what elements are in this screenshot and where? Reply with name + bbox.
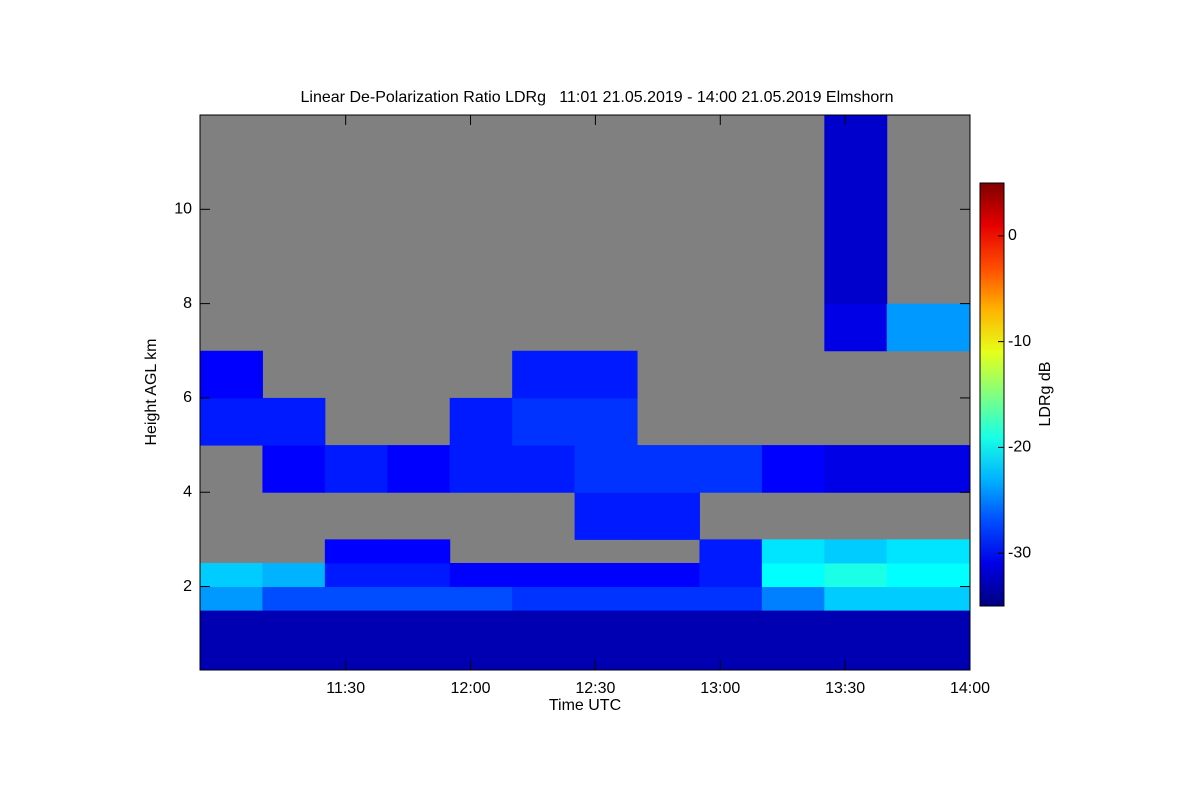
heatmap-cell [200,397,263,446]
plot-frame [199,114,971,671]
heatmap-cell [574,586,638,611]
colorbar-label: LDRg dB [1037,362,1054,427]
heatmap-cell [324,562,388,588]
heatmap-cell [574,562,638,588]
heatmap-cell [699,445,763,493]
heatmap-cell [324,610,388,671]
heatmap-cell [824,610,888,671]
heatmap-cell [699,539,763,564]
heatmap-cell [761,562,825,588]
heatmap-cell [824,539,888,564]
heatmap-cell [324,539,388,564]
heatmap-cell [637,445,700,493]
x-tick-label: 13:30 [825,680,865,697]
heatmap-cell [387,445,451,493]
heatmap-cell [200,350,263,399]
y-axis-label: Height AGL km [143,338,160,445]
colorbar-tick-label: -30 [1008,544,1031,561]
heatmap-cell [512,350,576,399]
heatmap-cell [824,115,888,305]
heatmap-cell [200,562,263,588]
heatmap-cell [886,562,971,588]
heatmap-cell [574,610,638,671]
y-tick-label: 4 [183,483,192,500]
heatmap-cell [512,586,576,611]
heatmap-cell [512,610,576,671]
heatmap-cell [324,586,388,611]
y-tick-label: 8 [183,295,192,312]
heatmap-cell [886,610,971,671]
x-tick-label: 11:30 [326,680,365,697]
x-tick-label: 12:00 [451,680,491,697]
heatmap-cell [637,586,700,611]
x-tick-label: 12:30 [575,680,615,697]
heatmap-cell [824,445,888,493]
heatmap-cell [824,303,888,352]
chart-title: Linear De-Polarization Ratio LDRg 11:01 … [301,89,894,106]
heatmap-cell [324,445,388,493]
heatmap-cell [449,586,513,611]
x-tick-label: 14:00 [950,680,990,697]
y-tick-label: 2 [183,578,192,595]
heatmap-cell [512,397,576,446]
heatmap-cell [262,610,326,671]
heatmap-cell [449,610,513,671]
heatmap-cell [262,562,326,588]
heatmap-cell [637,562,700,588]
heatmap-cell [262,397,326,446]
x-axis-label: Time UTC [549,697,621,714]
heatmap-cell [699,586,763,611]
heatmap-cell [200,610,263,671]
heatmap-cell [637,610,700,671]
heatmap-cell [637,492,700,540]
heatmap-cell [387,562,451,588]
heatmap-cell [824,562,888,588]
colorbar-tick-label: -10 [1008,333,1031,350]
heatmap-cell [761,445,825,493]
x-tick-label: 13:00 [700,680,740,697]
heatmap-cell [449,397,513,446]
heatmap-cell [886,586,971,611]
heatmap-cell [387,539,451,564]
heatmap-cell [824,586,888,611]
heatmap-cell [387,610,451,671]
y-tick-label: 10 [174,201,192,218]
colorbar-tick-label: -20 [1008,439,1031,456]
heatmap-cell [886,445,971,493]
heatmap-cell [886,539,971,564]
heatmap-cell [574,445,638,493]
heatmap-cell [262,586,326,611]
heatmap-cell [387,586,451,611]
heatmap-cell [699,610,763,671]
heatmap-cell [200,586,263,611]
y-tick-label: 6 [183,389,192,406]
heatmap-cell [761,539,825,564]
colorbar [979,182,1005,607]
heatmap-cell [449,445,513,493]
colorbar-tick-label: 0 [1008,227,1017,244]
heatmap-cell [262,445,326,493]
heatmap-cell [574,350,638,399]
heatmap-cell [761,586,825,611]
heatmap-cell [512,562,576,588]
heatmap-cell [512,445,576,493]
heatmap-cell [886,303,971,352]
heatmap-cell [574,397,638,446]
heatmap-cell [574,492,638,540]
heatmap-cell [449,562,513,588]
heatmap-cell [761,610,825,671]
heatmap-cell [699,562,763,588]
